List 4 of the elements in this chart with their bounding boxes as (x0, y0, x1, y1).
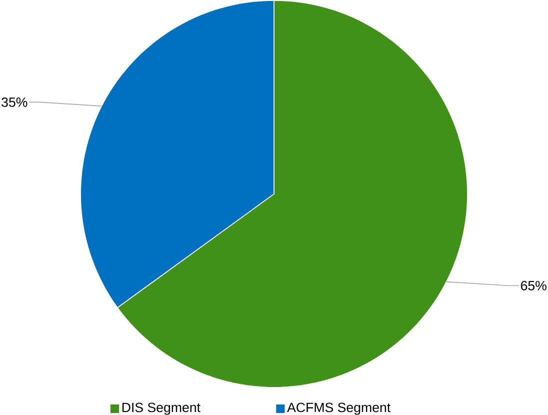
legend-label: ACFMS Segment (287, 402, 391, 415)
legend-label: DIS Segment (122, 402, 200, 415)
data-label: 35% (2, 98, 28, 108)
data-label: 65% (520, 281, 546, 290)
